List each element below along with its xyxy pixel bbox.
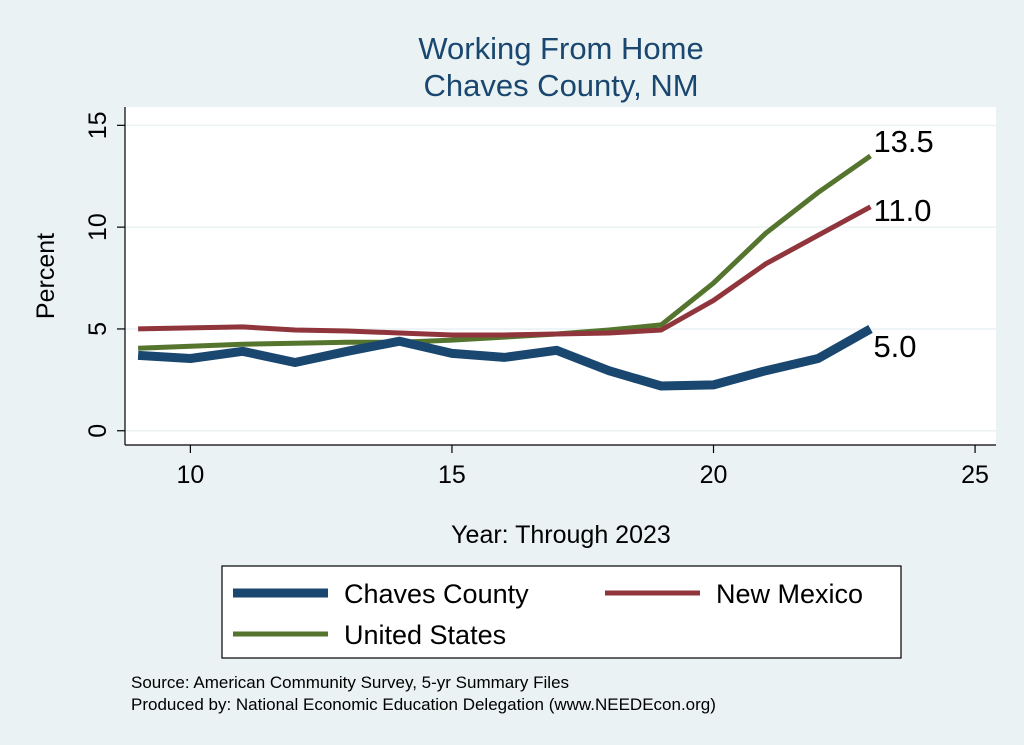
x-axis: 10 15 20 25 <box>125 444 996 489</box>
y-tick-label-0: 0 <box>84 424 112 438</box>
chart-title-line-2: Chaves County, NM <box>423 68 698 103</box>
x-tick-label-10: 10 <box>176 461 204 489</box>
y-tick-label-10: 10 <box>84 213 112 241</box>
end-label-new-mexico: 11.0 <box>873 193 931 228</box>
y-tick-label-15: 15 <box>84 111 112 139</box>
series-lines <box>137 153 873 391</box>
series-line-chaves-county <box>137 324 873 391</box>
x-tick-label-20: 20 <box>700 461 728 489</box>
legend: Chaves County New Mexico United States <box>221 565 902 659</box>
x-tick-label-25: 25 <box>961 461 989 489</box>
end-labels: 5.0 11.0 13.5 <box>873 124 933 364</box>
plot-area <box>125 107 996 445</box>
end-label-united-states: 13.5 <box>873 124 933 159</box>
y-axis: 0 5 10 15 <box>84 107 126 445</box>
source-note: Source: American Community Survey, 5-yr … <box>131 673 569 692</box>
legend-box <box>221 565 902 659</box>
x-axis-title: Year: Through 2023 <box>451 521 671 549</box>
producer-note: Produced by: National Economic Education… <box>131 695 716 714</box>
legend-label-new-mexico: New Mexico <box>716 579 863 609</box>
y-tick-label-5: 5 <box>84 322 112 336</box>
end-label-chaves-county: 5.0 <box>873 329 916 364</box>
series-line-new-mexico <box>138 204 872 338</box>
y-axis-title: Percent <box>32 233 60 319</box>
legend-label-united-states: United States <box>344 620 506 650</box>
x-tick-label-15: 15 <box>438 461 466 489</box>
legend-label-chaves-county: Chaves County <box>344 579 529 609</box>
chart-title-line-1: Working From Home <box>418 31 703 66</box>
